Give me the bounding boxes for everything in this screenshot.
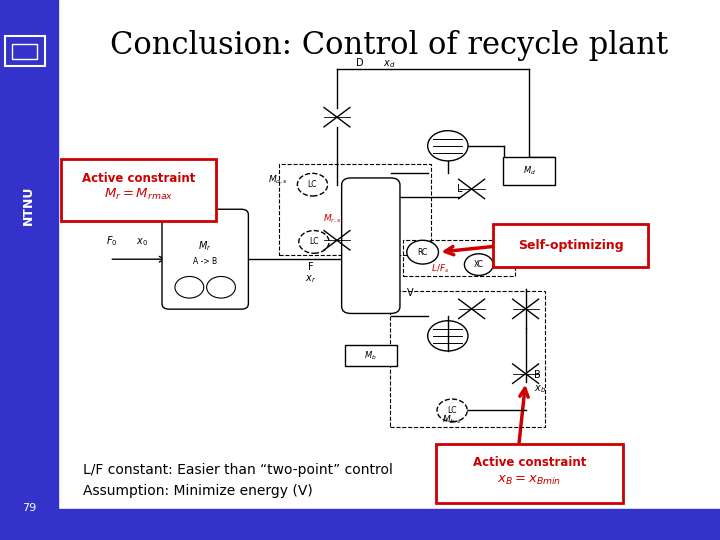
Text: $M_d$: $M_d$ bbox=[523, 165, 536, 178]
Text: $L/F_s$: $L/F_s$ bbox=[431, 262, 450, 275]
Text: $x_b$: $x_b$ bbox=[534, 383, 546, 395]
Circle shape bbox=[464, 254, 493, 275]
Circle shape bbox=[299, 231, 329, 253]
Text: $M_{r,s}$: $M_{r,s}$ bbox=[323, 213, 342, 225]
FancyBboxPatch shape bbox=[493, 224, 648, 267]
Text: L/F constant: Easier than “two-point” control: L/F constant: Easier than “two-point” co… bbox=[83, 463, 392, 477]
Text: $M_{b,s}$: $M_{b,s}$ bbox=[442, 414, 462, 426]
FancyBboxPatch shape bbox=[61, 159, 216, 221]
Text: $F_0$: $F_0$ bbox=[106, 234, 117, 248]
Bar bbox=[390, 291, 545, 427]
Text: $x_{b,s}$: $x_{b,s}$ bbox=[492, 262, 509, 272]
Text: D: D bbox=[356, 58, 364, 69]
Text: $M_r = M_{rmax}$: $M_r = M_{rmax}$ bbox=[104, 187, 174, 202]
Bar bbox=[279, 164, 431, 255]
Text: LC: LC bbox=[309, 238, 319, 246]
Circle shape bbox=[407, 240, 438, 264]
Text: $M_{d,s}$: $M_{d,s}$ bbox=[268, 173, 288, 186]
Text: $x_d$: $x_d$ bbox=[382, 58, 395, 70]
Text: LC: LC bbox=[307, 180, 318, 189]
Text: LC: LC bbox=[447, 406, 457, 415]
Text: $x_r$: $x_r$ bbox=[305, 273, 317, 285]
Text: NTNU: NTNU bbox=[22, 186, 35, 225]
Text: XC: XC bbox=[474, 260, 484, 269]
Bar bbox=[503, 157, 555, 185]
Bar bbox=[403, 240, 515, 276]
Bar bbox=[0, 0, 58, 540]
Bar bbox=[58, 509, 720, 540]
Text: $x_B = x_{Bmin}$: $x_B = x_{Bmin}$ bbox=[497, 474, 562, 487]
Text: RC: RC bbox=[418, 248, 428, 256]
Text: Active constraint: Active constraint bbox=[82, 172, 195, 185]
Text: V: V bbox=[407, 288, 414, 298]
Text: F: F bbox=[308, 262, 314, 272]
FancyBboxPatch shape bbox=[162, 209, 248, 309]
Bar bbox=[345, 345, 397, 366]
Circle shape bbox=[437, 399, 467, 422]
FancyBboxPatch shape bbox=[436, 444, 623, 503]
Text: A -> B: A -> B bbox=[193, 258, 217, 266]
Text: Active constraint: Active constraint bbox=[472, 456, 586, 469]
Text: Assumption: Minimize energy (V): Assumption: Minimize energy (V) bbox=[83, 484, 312, 498]
Text: 79: 79 bbox=[22, 503, 36, 512]
Text: $x_0$: $x_0$ bbox=[136, 237, 148, 248]
Circle shape bbox=[297, 173, 328, 196]
FancyBboxPatch shape bbox=[341, 178, 400, 313]
Text: $M_b$: $M_b$ bbox=[364, 349, 377, 362]
Text: L: L bbox=[456, 184, 462, 194]
Text: $M_r$: $M_r$ bbox=[199, 239, 212, 253]
Text: B: B bbox=[534, 370, 541, 380]
Text: Self-optimizing: Self-optimizing bbox=[518, 239, 624, 252]
Text: Conclusion: Control of recycle plant: Conclusion: Control of recycle plant bbox=[109, 30, 668, 60]
